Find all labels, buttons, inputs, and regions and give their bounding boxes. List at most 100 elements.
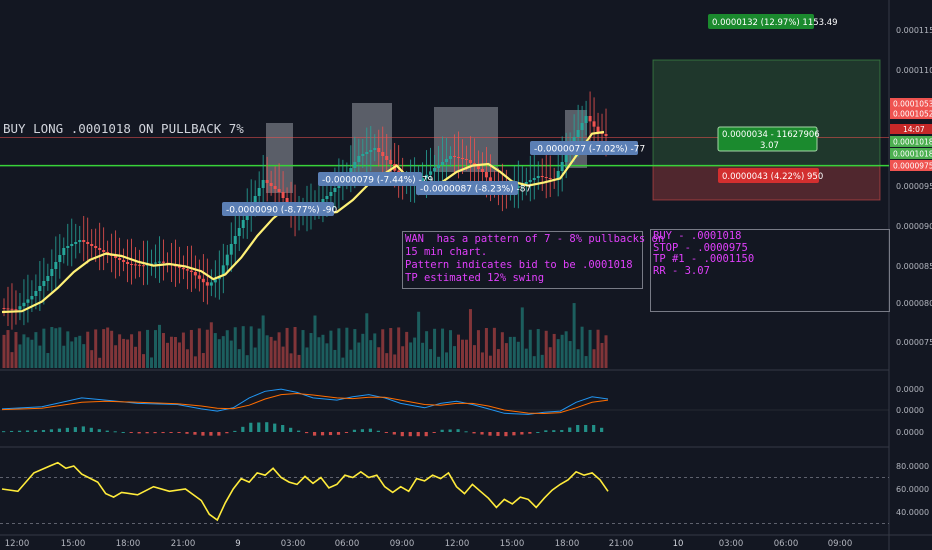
candle-body: [588, 116, 592, 122]
macd-histogram-bar: [328, 432, 333, 436]
volume-bar: [441, 328, 445, 368]
volume-bar: [189, 329, 193, 368]
macd-histogram-bar: [225, 432, 229, 434]
volume-bar: [361, 333, 365, 368]
macd-histogram-bar: [209, 432, 213, 436]
volume-bar: [38, 345, 42, 368]
volume-bar: [429, 349, 433, 368]
macd-histogram-bar: [65, 427, 69, 432]
macd-histogram-bar: [297, 430, 301, 432]
volume-bar: [421, 342, 425, 368]
volume-bar: [285, 327, 289, 368]
candle-body: [365, 152, 369, 154]
time-tick-0: 12:00: [5, 539, 30, 549]
volume-bar: [217, 339, 221, 368]
time-tick-7: 09:00: [390, 539, 415, 549]
prev-price-tag-bg: [890, 108, 932, 119]
candle-body: [82, 240, 86, 242]
macd-histogram-bar: [520, 432, 524, 435]
macd-histogram-bar: [416, 432, 420, 437]
macd-histogram-bar: [169, 432, 173, 433]
volume-bar: [273, 340, 277, 368]
candle-body: [14, 309, 18, 311]
candle-body: [596, 126, 600, 132]
candle-body: [233, 236, 237, 244]
macd-histogram-bar: [512, 432, 516, 436]
volume-bar: [169, 336, 173, 368]
candle-body: [385, 156, 389, 160]
volume-bar: [281, 346, 285, 368]
candle-body: [30, 296, 34, 300]
volume-bar: [213, 333, 217, 368]
candle-body: [118, 258, 122, 260]
volume-bar: [460, 339, 464, 368]
macd-histogram-bar: [584, 425, 588, 432]
volume-bar: [365, 313, 369, 368]
volume-bar: [504, 343, 508, 368]
volume-bar: [313, 315, 317, 368]
time-tick-6: 06:00: [335, 539, 360, 549]
volume-bar: [588, 329, 592, 368]
candle-body: [181, 267, 185, 270]
candle-body: [373, 148, 377, 150]
candle-body: [122, 260, 126, 262]
candle-body: [576, 130, 580, 137]
time-tick-11: 21:00: [609, 539, 634, 549]
volume-bar: [181, 332, 185, 368]
macd-histogram-bar: [488, 432, 492, 436]
volume-bar: [90, 350, 94, 368]
candle-body: [66, 246, 70, 248]
volume-bar: [10, 352, 14, 368]
volume-bar: [484, 327, 488, 368]
time-tick-4: 9: [235, 539, 240, 549]
volume-bar: [409, 342, 413, 368]
candle-body: [524, 182, 528, 184]
volume-bar: [50, 327, 54, 368]
target-label-bg: [708, 14, 814, 29]
entry2-price-tag: 0.0001018: [893, 150, 932, 159]
volume-bar: [261, 315, 265, 368]
macd-histogram-bar: [161, 432, 165, 434]
macd-histogram-bar: [456, 429, 460, 432]
candle-body: [532, 178, 536, 180]
volume-bar: [385, 353, 389, 368]
macd-histogram-bar: [97, 429, 101, 432]
volume-bar: [405, 331, 409, 368]
volume-bar: [150, 357, 154, 368]
volume-bar: [572, 303, 576, 368]
candle-body: [18, 306, 22, 310]
candle-body: [357, 156, 361, 162]
volume-bar: [580, 326, 584, 368]
macd-histogram-bar: [528, 432, 532, 434]
macd-histogram-bar: [17, 430, 22, 432]
plan-stop: STOP - .0000975: [653, 241, 748, 254]
candle-body: [464, 159, 468, 160]
candle-body: [281, 192, 285, 198]
candle-body: [273, 186, 277, 189]
volume-bar: [78, 335, 82, 368]
macd-histogram-bar: [289, 427, 293, 432]
entry-label-bg: [717, 126, 818, 152]
candle-body: [157, 261, 161, 263]
volume-bar: [122, 338, 126, 368]
volume-bar: [201, 353, 205, 368]
candle-body: [138, 264, 142, 266]
volume-bar: [512, 336, 516, 368]
macd-histogram-bar: [336, 432, 341, 435]
candle-body: [285, 198, 289, 204]
candle-body: [221, 265, 225, 276]
candle-body: [325, 196, 329, 199]
macd-histogram-bar: [344, 432, 349, 433]
volume-bar: [14, 332, 18, 368]
macd-histogram-bar: [400, 432, 404, 437]
macd-histogram-bar: [480, 432, 484, 435]
candle-body: [572, 137, 576, 144]
macd-histogram-bar: [137, 432, 141, 434]
macd-histogram-bar: [129, 432, 133, 433]
time-tick-5: 03:00: [281, 539, 306, 549]
volume-bar: [425, 331, 429, 368]
volume-bar: [58, 327, 62, 368]
